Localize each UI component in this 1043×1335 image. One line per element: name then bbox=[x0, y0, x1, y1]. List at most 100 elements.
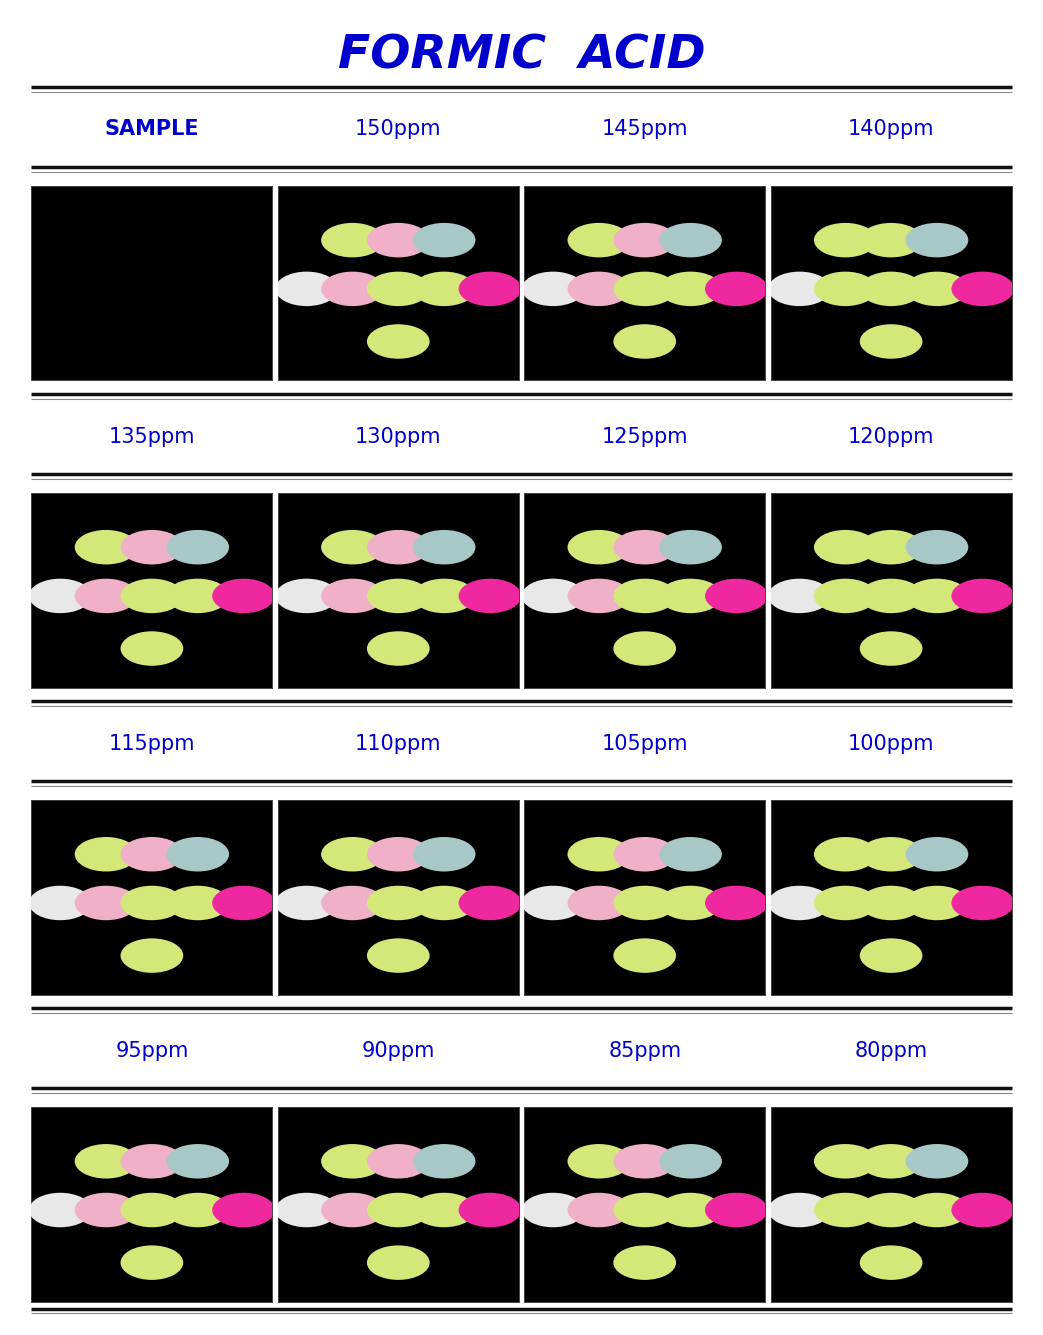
Ellipse shape bbox=[121, 1144, 184, 1179]
Ellipse shape bbox=[659, 1192, 722, 1227]
Ellipse shape bbox=[567, 1192, 630, 1227]
Ellipse shape bbox=[859, 1246, 922, 1280]
Ellipse shape bbox=[705, 1192, 768, 1227]
Ellipse shape bbox=[905, 1144, 968, 1179]
Ellipse shape bbox=[121, 1192, 184, 1227]
Ellipse shape bbox=[659, 530, 722, 565]
Ellipse shape bbox=[768, 1192, 831, 1227]
Text: SAMPLE: SAMPLE bbox=[104, 120, 199, 139]
Ellipse shape bbox=[275, 1192, 338, 1227]
Ellipse shape bbox=[166, 885, 229, 920]
Ellipse shape bbox=[859, 271, 922, 306]
Ellipse shape bbox=[121, 885, 184, 920]
Text: 120ppm: 120ppm bbox=[848, 427, 935, 446]
Ellipse shape bbox=[613, 578, 676, 613]
Text: FORMIC  ACID: FORMIC ACID bbox=[338, 33, 705, 79]
Ellipse shape bbox=[121, 837, 184, 872]
Ellipse shape bbox=[121, 939, 184, 973]
Ellipse shape bbox=[659, 1144, 722, 1179]
Ellipse shape bbox=[659, 271, 722, 306]
Ellipse shape bbox=[659, 578, 722, 613]
Ellipse shape bbox=[814, 837, 876, 872]
Ellipse shape bbox=[275, 885, 338, 920]
Ellipse shape bbox=[905, 530, 968, 565]
Ellipse shape bbox=[367, 324, 430, 359]
Ellipse shape bbox=[859, 1192, 922, 1227]
Ellipse shape bbox=[166, 1192, 229, 1227]
Text: 100ppm: 100ppm bbox=[848, 734, 935, 753]
Text: 140ppm: 140ppm bbox=[848, 120, 935, 139]
Ellipse shape bbox=[413, 885, 476, 920]
Ellipse shape bbox=[659, 837, 722, 872]
Ellipse shape bbox=[659, 885, 722, 920]
Ellipse shape bbox=[367, 1246, 430, 1280]
Ellipse shape bbox=[905, 1192, 968, 1227]
Ellipse shape bbox=[166, 837, 229, 872]
Ellipse shape bbox=[212, 885, 275, 920]
Ellipse shape bbox=[413, 271, 476, 306]
Ellipse shape bbox=[459, 578, 522, 613]
Text: 85ppm: 85ppm bbox=[608, 1041, 681, 1060]
Ellipse shape bbox=[567, 1144, 630, 1179]
Ellipse shape bbox=[905, 223, 968, 258]
Ellipse shape bbox=[859, 837, 922, 872]
Ellipse shape bbox=[567, 271, 630, 306]
Ellipse shape bbox=[705, 271, 768, 306]
Ellipse shape bbox=[413, 1144, 476, 1179]
Ellipse shape bbox=[613, 223, 676, 258]
Ellipse shape bbox=[859, 885, 922, 920]
Ellipse shape bbox=[613, 1144, 676, 1179]
Ellipse shape bbox=[768, 885, 831, 920]
Ellipse shape bbox=[567, 578, 630, 613]
Ellipse shape bbox=[768, 578, 831, 613]
Ellipse shape bbox=[321, 1144, 384, 1179]
Ellipse shape bbox=[522, 1192, 584, 1227]
Ellipse shape bbox=[613, 530, 676, 565]
Ellipse shape bbox=[75, 1144, 138, 1179]
Ellipse shape bbox=[905, 271, 968, 306]
Ellipse shape bbox=[859, 324, 922, 359]
Ellipse shape bbox=[367, 1144, 430, 1179]
Ellipse shape bbox=[951, 271, 1014, 306]
Ellipse shape bbox=[75, 837, 138, 872]
Ellipse shape bbox=[321, 578, 384, 613]
Ellipse shape bbox=[459, 885, 522, 920]
Ellipse shape bbox=[567, 223, 630, 258]
Ellipse shape bbox=[367, 939, 430, 973]
Ellipse shape bbox=[75, 530, 138, 565]
Ellipse shape bbox=[413, 530, 476, 565]
Ellipse shape bbox=[367, 631, 430, 666]
Ellipse shape bbox=[814, 271, 876, 306]
Ellipse shape bbox=[367, 578, 430, 613]
Ellipse shape bbox=[321, 1192, 384, 1227]
Ellipse shape bbox=[613, 1192, 676, 1227]
Ellipse shape bbox=[613, 885, 676, 920]
Ellipse shape bbox=[75, 1192, 138, 1227]
Ellipse shape bbox=[29, 578, 92, 613]
Text: 115ppm: 115ppm bbox=[108, 734, 195, 753]
Ellipse shape bbox=[814, 885, 876, 920]
Ellipse shape bbox=[613, 837, 676, 872]
Ellipse shape bbox=[275, 271, 338, 306]
Ellipse shape bbox=[413, 578, 476, 613]
Ellipse shape bbox=[814, 530, 876, 565]
Ellipse shape bbox=[905, 578, 968, 613]
Ellipse shape bbox=[321, 885, 384, 920]
Ellipse shape bbox=[459, 1192, 522, 1227]
Ellipse shape bbox=[29, 1192, 92, 1227]
Ellipse shape bbox=[367, 271, 430, 306]
Ellipse shape bbox=[905, 885, 968, 920]
Text: 125ppm: 125ppm bbox=[602, 427, 688, 446]
Ellipse shape bbox=[951, 578, 1014, 613]
Ellipse shape bbox=[522, 578, 584, 613]
Ellipse shape bbox=[567, 885, 630, 920]
Ellipse shape bbox=[859, 631, 922, 666]
Ellipse shape bbox=[613, 939, 676, 973]
Text: 95ppm: 95ppm bbox=[115, 1041, 189, 1060]
Ellipse shape bbox=[166, 578, 229, 613]
Ellipse shape bbox=[567, 837, 630, 872]
Text: 80ppm: 80ppm bbox=[854, 1041, 927, 1060]
Text: 105ppm: 105ppm bbox=[602, 734, 688, 753]
Ellipse shape bbox=[705, 885, 768, 920]
Ellipse shape bbox=[951, 885, 1014, 920]
